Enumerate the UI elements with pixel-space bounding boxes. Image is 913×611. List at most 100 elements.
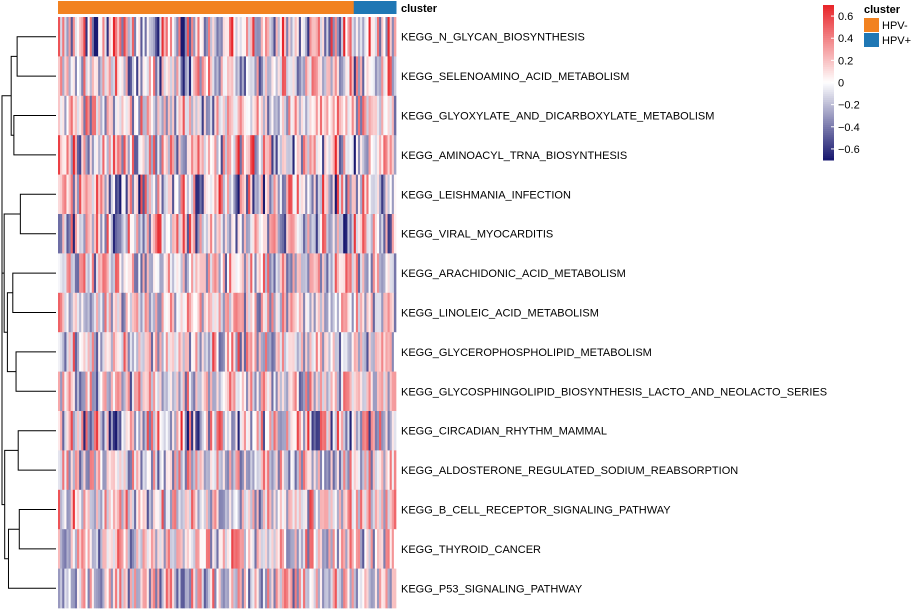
heatmap-cell xyxy=(150,56,154,97)
heatmap-cell xyxy=(370,450,374,491)
heatmap-cell xyxy=(296,489,300,530)
heatmap-cell xyxy=(89,135,93,175)
heatmap-cell xyxy=(218,17,222,57)
heatmap-cell xyxy=(191,489,194,530)
heatmap-cell xyxy=(218,174,222,215)
heatmap-cell xyxy=(203,214,207,254)
heatmap-cell xyxy=(300,489,304,530)
heatmap-cell xyxy=(300,17,304,57)
dendrogram-branch xyxy=(16,36,56,77)
heatmap-cell xyxy=(81,95,84,136)
heatmap-cell xyxy=(66,450,69,491)
heatmap-cell xyxy=(144,214,148,254)
heatmap-cell xyxy=(322,371,325,412)
heatmap-cell xyxy=(216,489,219,530)
heatmap-cell xyxy=(169,411,173,451)
heatmap-cell xyxy=(91,174,95,215)
heatmap-cell xyxy=(182,174,186,215)
colorbar-segment xyxy=(823,26,834,29)
heatmap-cell xyxy=(210,17,213,57)
heatmap-cell xyxy=(62,411,65,451)
heatmap-cell xyxy=(385,371,388,412)
heatmap-cell xyxy=(311,17,314,57)
heatmap-cell xyxy=(102,253,105,294)
heatmap-cell xyxy=(343,489,346,530)
heatmap-cell xyxy=(317,529,321,569)
heatmap-cell xyxy=(372,253,376,294)
heatmap-cell xyxy=(366,568,369,609)
heatmap-cell xyxy=(129,174,133,215)
heatmap-cell xyxy=(300,135,304,175)
heatmap-cell xyxy=(98,292,101,333)
heatmap-cell xyxy=(222,489,226,530)
heatmap-cell xyxy=(163,253,167,294)
heatmap-cell xyxy=(277,214,281,254)
heatmap-cell xyxy=(235,95,238,136)
heatmap-cell xyxy=(334,568,338,609)
heatmap-cell xyxy=(362,253,365,294)
heatmap-cell xyxy=(288,174,291,215)
heatmap-cell xyxy=(110,253,114,294)
heatmap-cell xyxy=(368,568,371,609)
heatmap-cell xyxy=(229,529,232,569)
heatmap-cell xyxy=(83,135,86,175)
heatmap-cell xyxy=(330,135,333,175)
heatmap-cell xyxy=(239,529,243,569)
heatmap-cell xyxy=(199,17,202,57)
heatmap-cell xyxy=(112,450,116,491)
heatmap-cell xyxy=(322,135,325,175)
heatmap-cell xyxy=(104,450,107,491)
heatmap-cell xyxy=(286,332,289,372)
heatmap-cell xyxy=(372,371,376,412)
heatmap-cell xyxy=(284,292,287,333)
heatmap-cell xyxy=(254,135,257,175)
heatmap-cell xyxy=(290,292,293,333)
dendrogram-branch xyxy=(12,272,56,313)
heatmap-cell xyxy=(345,174,348,215)
heatmap-cell xyxy=(317,411,321,451)
heatmap-cell xyxy=(174,529,177,569)
heatmap-cell xyxy=(98,214,101,254)
heatmap-cell xyxy=(233,214,236,254)
heatmap-cell xyxy=(231,174,234,215)
heatmap-cell xyxy=(381,17,384,57)
heatmap-cell xyxy=(191,253,194,294)
heatmap-cell xyxy=(275,292,279,333)
heatmap-cell xyxy=(85,174,88,215)
heatmap-cell xyxy=(332,214,336,254)
heatmap-cell xyxy=(205,529,209,569)
heatmap-cell xyxy=(102,450,105,491)
heatmap-cell xyxy=(243,56,247,97)
heatmap-cell xyxy=(252,292,255,333)
heatmap-cell xyxy=(294,489,298,530)
heatmap-cell xyxy=(349,253,352,294)
heatmap-cell xyxy=(248,95,251,136)
heatmap-cell xyxy=(121,529,124,569)
heatmap-cell xyxy=(79,529,82,569)
heatmap-cell xyxy=(362,95,365,136)
heatmap-cell xyxy=(241,489,245,530)
heatmap-cell xyxy=(121,332,124,372)
heatmap-cell xyxy=(108,56,112,97)
heatmap-cell xyxy=(385,253,388,294)
heatmap-cell xyxy=(102,371,105,412)
heatmap-cell xyxy=(214,292,217,333)
heatmap-cell xyxy=(298,174,302,215)
heatmap-cell xyxy=(246,174,249,215)
heatmap-cell xyxy=(199,95,202,136)
heatmap-cell xyxy=(372,17,376,57)
heatmap-cell xyxy=(307,135,310,175)
heatmap-cell xyxy=(159,253,162,294)
heatmap-cell xyxy=(195,135,198,175)
heatmap-cell xyxy=(328,253,331,294)
heatmap-cell xyxy=(125,332,129,372)
heatmap-cell xyxy=(199,174,202,215)
heatmap-cell xyxy=(374,568,378,609)
heatmap-cell xyxy=(357,17,361,57)
heatmap-cell xyxy=(341,17,344,57)
heatmap-cell xyxy=(199,411,202,451)
heatmap-cell xyxy=(351,135,355,175)
heatmap-cell xyxy=(366,56,369,97)
heatmap-cell xyxy=(322,292,325,333)
heatmap-cell xyxy=(300,95,304,136)
